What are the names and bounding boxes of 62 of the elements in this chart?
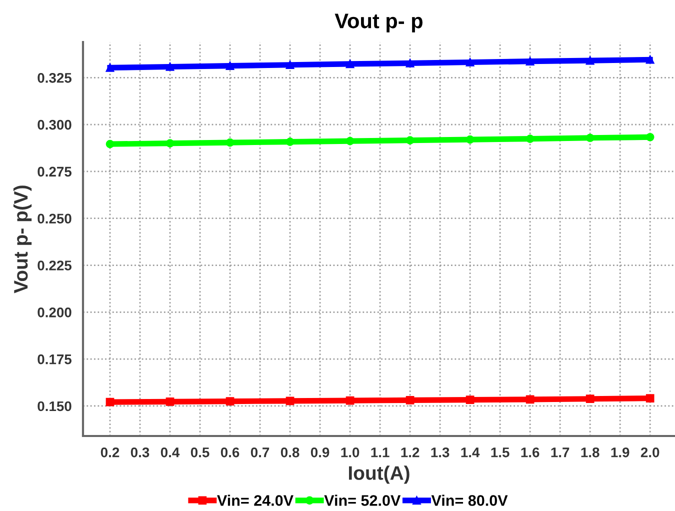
y-tick-label: 0.275	[38, 166, 72, 177]
point	[286, 396, 294, 406]
point	[226, 397, 234, 406]
point	[646, 132, 654, 142]
point	[586, 134, 594, 142]
y-tick-label: 0.200	[38, 308, 72, 318]
point	[226, 138, 234, 147]
x-tick-label: 0.7	[250, 447, 270, 458]
y-tick-label: 0.225	[38, 260, 72, 270]
x-tick-label: 1.6	[521, 447, 540, 458]
x-tick-label: 1.8	[581, 447, 600, 458]
x-tick-label: 1.1	[371, 448, 390, 458]
point	[106, 140, 114, 148]
x-axis-title: Iout(A)	[348, 466, 410, 484]
x-tick-label: 1.7	[551, 448, 570, 458]
point	[346, 60, 354, 68]
point	[346, 136, 354, 146]
x-tick-label: 0.8	[280, 447, 300, 458]
x-tick-label: 2.0	[640, 447, 660, 458]
point	[346, 396, 354, 405]
legend-label: Vin= 52.0V	[324, 494, 401, 506]
point	[586, 56, 594, 65]
chart-title: Vout p- p	[334, 14, 423, 32]
point	[406, 396, 414, 404]
x-tick-label: 1.4	[461, 448, 480, 458]
point	[526, 395, 534, 404]
x-tick-label: 0.5	[190, 447, 210, 458]
point	[646, 55, 654, 64]
point	[406, 59, 414, 68]
point	[526, 57, 534, 66]
x-tick-label: 0.2	[100, 447, 120, 458]
y-tick-label: 0.150	[38, 401, 72, 412]
x-tick-label: 0.3	[130, 447, 150, 458]
point	[466, 396, 474, 404]
y-tick-label: 0.250	[38, 214, 72, 224]
legend-label: Vin= 80.0V	[431, 494, 508, 506]
x-tick-label: 1.2	[401, 447, 420, 458]
point	[646, 394, 654, 402]
x-tick-label: 0.9	[310, 447, 330, 458]
point	[586, 394, 594, 404]
point	[466, 58, 474, 66]
legend-label: Vin= 24.0V	[217, 494, 294, 506]
y-axis-title: Vout p- p(V)	[13, 186, 32, 294]
y-tick-label: 0.175	[38, 354, 72, 364]
point	[466, 135, 474, 144]
x-tick-label: 1.3	[431, 447, 450, 458]
point	[166, 139, 174, 148]
point	[286, 138, 294, 146]
y-tick-label: 0.325	[38, 72, 72, 83]
x-tick-label: 1.0	[341, 447, 360, 458]
x-tick-label: 0.4	[160, 447, 180, 458]
point	[106, 64, 114, 72]
point	[106, 398, 114, 406]
x-tick-label: 1.9	[611, 447, 630, 458]
x-tick-label: 0.6	[220, 447, 240, 458]
y-tick-label: 0.300	[38, 120, 72, 130]
point	[166, 62, 174, 71]
x-tick-label: 1.5	[491, 448, 510, 458]
point	[226, 62, 234, 70]
point	[166, 398, 174, 406]
point	[406, 136, 414, 144]
point	[286, 60, 294, 70]
